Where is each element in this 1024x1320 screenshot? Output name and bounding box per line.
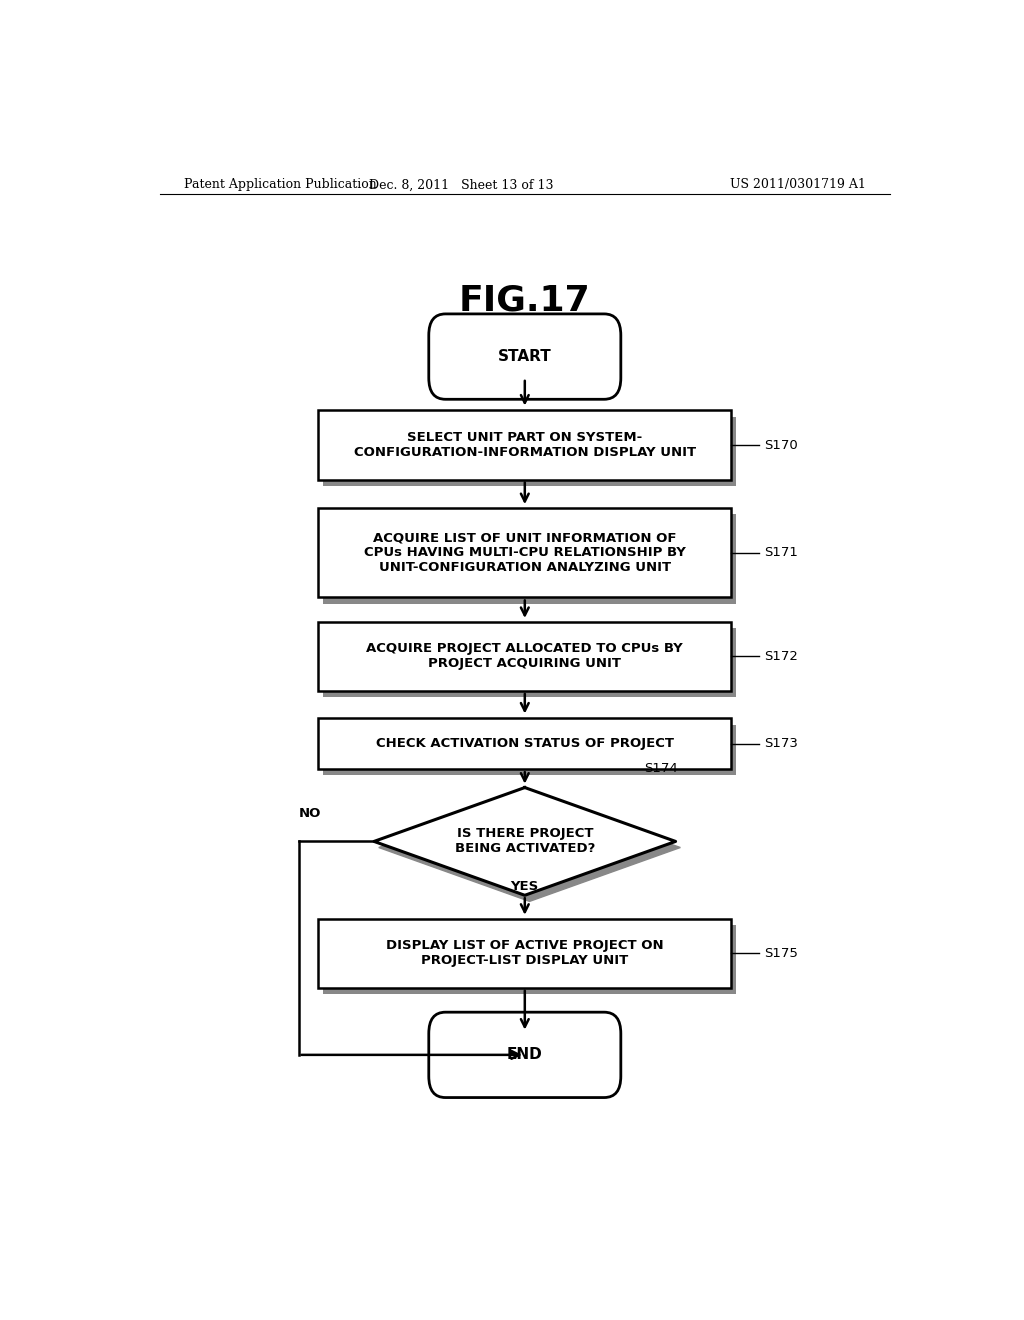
Text: DISPLAY LIST OF ACTIVE PROJECT ON
PROJECT-LIST DISPLAY UNIT: DISPLAY LIST OF ACTIVE PROJECT ON PROJEC… [386,940,664,968]
Text: FIG.17: FIG.17 [459,284,591,318]
FancyBboxPatch shape [429,314,621,399]
Text: S170: S170 [765,438,799,451]
Text: ACQUIRE PROJECT ALLOCATED TO CPUs BY
PROJECT ACQUIRING UNIT: ACQUIRE PROJECT ALLOCATED TO CPUs BY PRO… [367,643,683,671]
Text: NO: NO [299,808,321,821]
Polygon shape [374,788,676,895]
FancyBboxPatch shape [429,1012,621,1097]
Text: S171: S171 [765,546,799,560]
FancyBboxPatch shape [324,925,736,994]
Text: S175: S175 [765,946,799,960]
FancyBboxPatch shape [318,622,731,690]
Text: SELECT UNIT PART ON SYSTEM-
CONFIGURATION-INFORMATION DISPLAY UNIT: SELECT UNIT PART ON SYSTEM- CONFIGURATIO… [353,432,696,459]
Text: CHECK ACTIVATION STATUS OF PROJECT: CHECK ACTIVATION STATUS OF PROJECT [376,738,674,750]
FancyBboxPatch shape [318,718,731,770]
Text: Patent Application Publication: Patent Application Publication [183,178,376,191]
FancyBboxPatch shape [324,417,736,486]
FancyBboxPatch shape [324,725,736,775]
Text: S174: S174 [644,763,678,775]
Polygon shape [379,793,680,902]
FancyBboxPatch shape [318,411,731,479]
Text: ACQUIRE LIST OF UNIT INFORMATION OF
CPUs HAVING MULTI-CPU RELATIONSHIP BY
UNIT-C: ACQUIRE LIST OF UNIT INFORMATION OF CPUs… [364,531,686,574]
FancyBboxPatch shape [318,919,731,987]
Text: START: START [498,348,552,364]
FancyBboxPatch shape [324,515,736,603]
Text: S172: S172 [765,649,799,663]
FancyBboxPatch shape [324,628,736,697]
Text: IS THERE PROJECT
BEING ACTIVATED?: IS THERE PROJECT BEING ACTIVATED? [455,828,595,855]
FancyBboxPatch shape [318,508,731,598]
Text: S173: S173 [765,738,799,750]
Text: Dec. 8, 2011   Sheet 13 of 13: Dec. 8, 2011 Sheet 13 of 13 [369,178,554,191]
Text: END: END [507,1047,543,1063]
Text: YES: YES [511,879,539,892]
Text: US 2011/0301719 A1: US 2011/0301719 A1 [730,178,866,191]
